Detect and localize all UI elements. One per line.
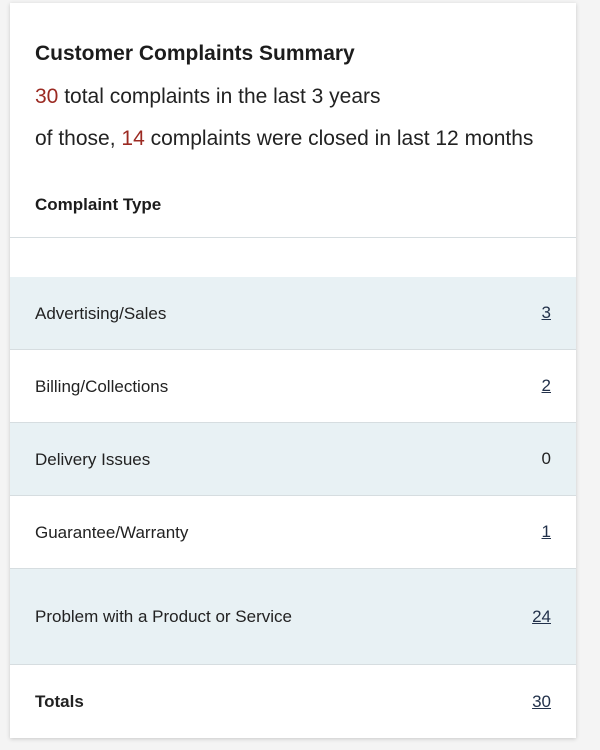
totals-label: Totals: [35, 692, 84, 711]
complaint-count-link[interactable]: 3: [541, 303, 551, 322]
table-row: Billing/Collections 2: [10, 350, 576, 423]
complaint-type-label: Problem with a Product or Service: [35, 607, 292, 626]
complaint-count-link[interactable]: 1: [541, 522, 551, 541]
complaint-count-link[interactable]: 24: [532, 606, 551, 626]
total-complaints-label: total complaints in the last 3 years: [58, 85, 381, 108]
complaint-type-label: Delivery Issues: [35, 449, 151, 469]
closed-complaints-count: 14: [121, 127, 145, 150]
complaint-type-table: Advertising/Sales 3 Billing/Collections …: [10, 277, 576, 738]
total-complaints-text: 30 total complaints in the last 3 years: [35, 83, 551, 111]
closed-complaints-label: complaints were closed in last 12 months: [144, 127, 534, 150]
closed-complaints-text: of those, 14 complaints were closed in l…: [35, 124, 551, 153]
total-complaints-count: 30: [35, 85, 59, 108]
complaint-count-link[interactable]: 2: [541, 376, 551, 395]
totals-row: Totals 30: [10, 665, 576, 738]
complaint-type-label: Advertising/Sales: [35, 303, 167, 323]
summary-title: Customer Complaints Summary: [35, 42, 355, 65]
table-row: Problem with a Product or Service 24: [10, 569, 576, 665]
closed-complaints-prefix: of those,: [35, 127, 122, 150]
table-row: Delivery Issues 0: [10, 423, 576, 496]
table-row: Advertising/Sales 3: [10, 277, 576, 350]
totals-count-link[interactable]: 30: [532, 691, 551, 711]
summary-header: Customer Complaints Summary 30 total com…: [10, 3, 576, 238]
complaints-summary-card: Customer Complaints Summary 30 total com…: [10, 3, 576, 738]
column-header-complaint-type: Complaint Type: [35, 195, 162, 214]
complaint-type-label: Billing/Collections: [35, 376, 169, 396]
complaint-type-label: Guarantee/Warranty: [35, 522, 189, 542]
complaint-count-value: 0: [541, 449, 551, 468]
table-row: Guarantee/Warranty 1: [10, 496, 576, 569]
